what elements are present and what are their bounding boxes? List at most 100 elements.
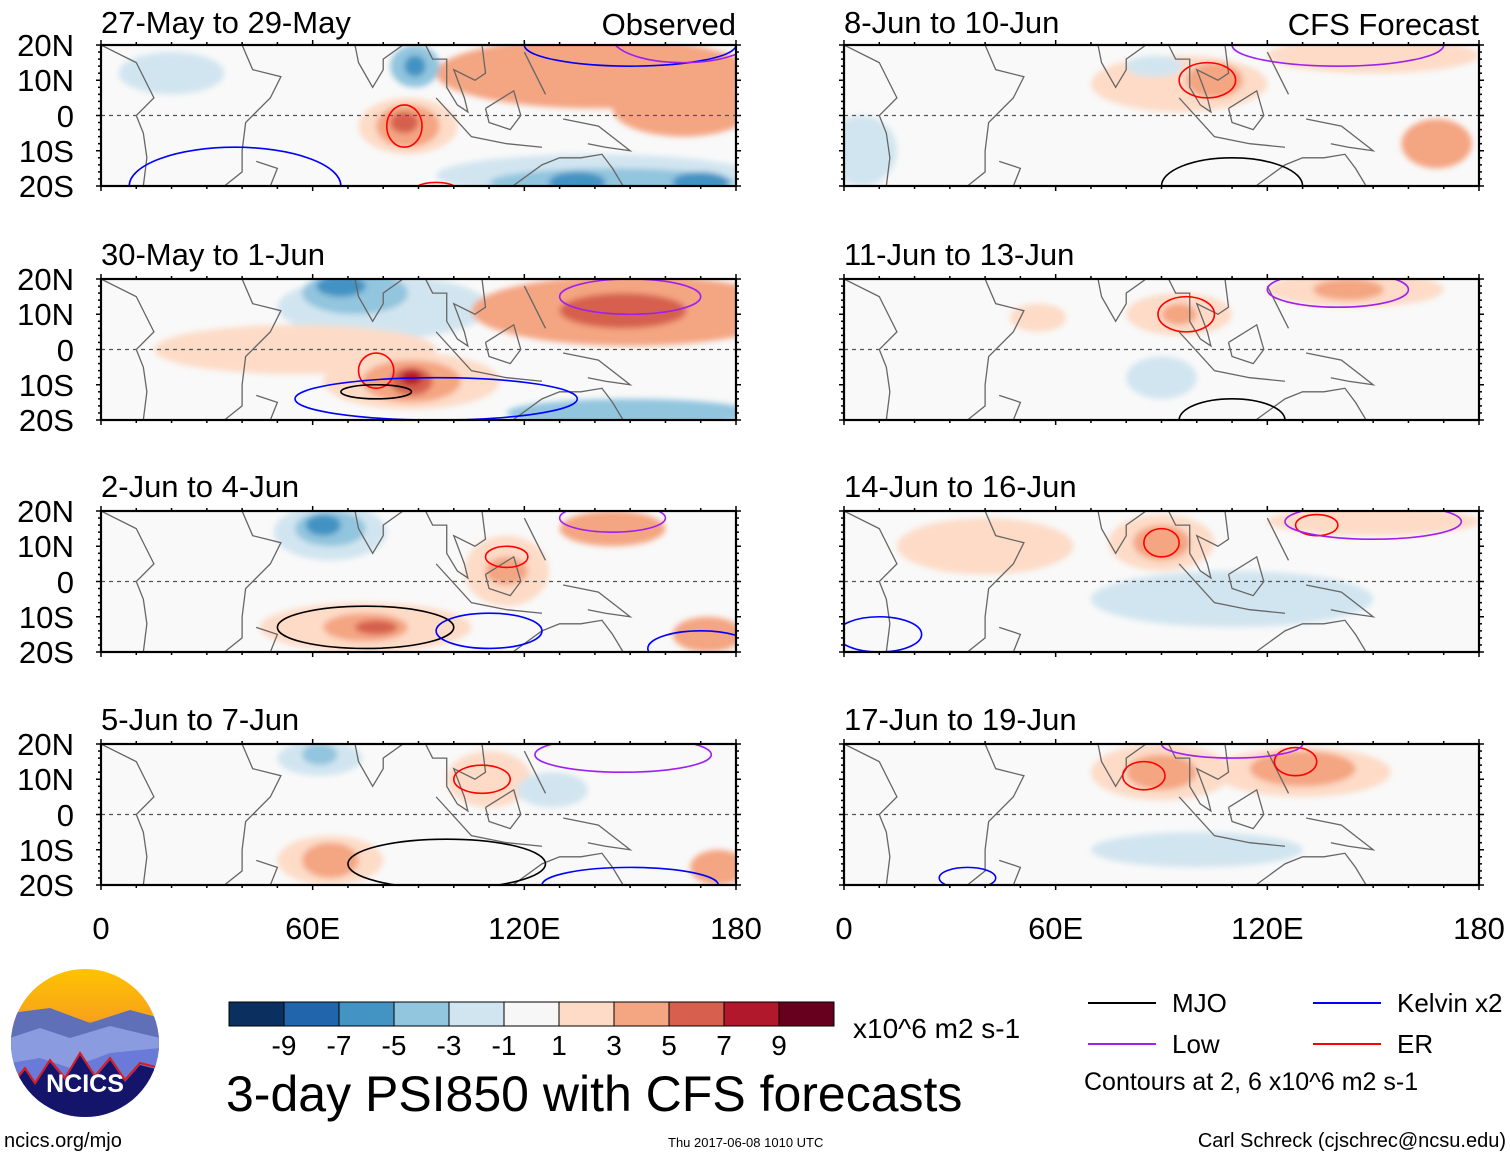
colorbar-swatch: [338, 1001, 395, 1027]
y-tick-label: 10S: [18, 832, 74, 868]
colorbar-swatch: [613, 1001, 670, 1027]
colorbar-swatch: [778, 1001, 835, 1027]
colorbar-label: -9: [272, 1030, 297, 1061]
y-tick-label: 10N: [17, 762, 74, 798]
anomaly-region: [1267, 511, 1479, 536]
map-panel: [839, 40, 1484, 191]
coastlines: [844, 279, 1376, 420]
legend-label: Low: [1172, 1029, 1220, 1059]
y-tick-label: 10N: [17, 529, 74, 565]
y-tick-label: 10S: [18, 133, 74, 169]
legend-line-er: [1313, 1043, 1381, 1045]
anomaly-region: [672, 171, 729, 186]
y-tick-label: 10S: [18, 599, 74, 635]
er-contour: [1157, 295, 1216, 333]
colorbar-swatch: [448, 1001, 505, 1027]
coastlines: [844, 45, 1376, 186]
coastlines: [101, 744, 633, 885]
x-tick-label: 0: [92, 911, 110, 946]
anomaly-region: [672, 616, 736, 652]
ncics-logo: NCICS: [11, 969, 159, 1117]
er-contour: [1178, 61, 1237, 99]
kelvin-contour: [435, 612, 543, 650]
coastlines: [101, 511, 633, 652]
map-panel: [96, 506, 741, 657]
anomaly-region: [1090, 832, 1303, 868]
colorbar-label: 5: [661, 1030, 677, 1061]
anomaly-region: [559, 511, 666, 547]
anomaly-region: [1090, 570, 1374, 628]
colorbar-swatch: [668, 1001, 725, 1027]
legend-line-mjo: [1088, 1002, 1156, 1004]
x-tick-label: 120E: [1231, 911, 1304, 946]
legend-line-low: [1088, 1043, 1156, 1045]
er-contour: [484, 545, 529, 569]
kelvin-contour: [541, 866, 720, 885]
er-contour: [1121, 760, 1166, 791]
anomaly-region: [612, 80, 736, 137]
er-contour: [1273, 746, 1318, 777]
mjo-contour: [347, 838, 547, 885]
anomaly-region: [844, 115, 897, 186]
coastlines: [101, 279, 633, 420]
anomaly-region: [1009, 303, 1067, 332]
kelvin-contour: [844, 615, 923, 652]
anomaly-region: [1126, 55, 1183, 77]
anomaly-region: [404, 55, 426, 77]
y-tick-label: 20N: [17, 494, 74, 529]
mjo-contour: [1160, 157, 1304, 186]
group-label-observed: Observed: [601, 7, 736, 42]
panel-title: 30-May to 1-Jun: [101, 237, 325, 272]
colorbar-swatch: [503, 1001, 560, 1027]
low-contour: [1284, 511, 1463, 540]
mjo-contour: [276, 605, 455, 650]
anomaly-region: [506, 398, 736, 420]
panel-title: 11-Jun to 13-Jun: [844, 237, 1075, 272]
colorbar-label: 9: [771, 1030, 787, 1061]
y-tick-label: 0: [56, 332, 74, 368]
y-tick-label: 20N: [17, 727, 74, 762]
anomaly-region: [446, 751, 532, 808]
y-tick-label: 20S: [18, 635, 74, 670]
er-contour: [452, 764, 512, 795]
anomaly-region: [1161, 303, 1197, 325]
er-contour: [385, 104, 423, 149]
panel-title: 8-Jun to 10-Jun: [844, 5, 1060, 40]
coastlines: [101, 45, 633, 186]
anomaly-region: [1249, 751, 1356, 787]
colorbar: -9 -7 -5 -3 -1 1 3 5 7 9: [228, 1001, 835, 1061]
colorbar-swatch: [228, 1001, 285, 1027]
anomaly-region: [302, 744, 338, 766]
anomaly-region: [485, 556, 528, 586]
map-panel: [839, 506, 1484, 657]
low-contour: [614, 45, 736, 64]
anomaly-region: [1186, 62, 1243, 98]
anomaly-region: [390, 111, 419, 134]
legend-line-kelvin: [1313, 1002, 1381, 1004]
anomaly-region: [1133, 525, 1190, 561]
map-panel: [96, 40, 741, 191]
map-panel: [839, 274, 1484, 425]
colorbar-swatch: [558, 1001, 615, 1027]
low-contour: [558, 511, 667, 533]
kelvin-contour: [523, 45, 736, 67]
y-tick-label: 10N: [17, 63, 74, 99]
x-tick-label: 60E: [1028, 911, 1084, 946]
er-contour: [415, 181, 457, 186]
coastlines: [844, 744, 1376, 885]
y-tick-label: 20S: [18, 403, 74, 438]
kelvin-contour: [647, 630, 736, 652]
y-tick-label: 20N: [17, 262, 74, 297]
panel-title: 5-Jun to 7-Jun: [101, 702, 300, 737]
anomaly-region: [305, 514, 341, 536]
footer-url[interactable]: ncics.org/mjo: [4, 1130, 122, 1152]
anomaly-region: [118, 52, 225, 95]
units-label: x10^6 m2 s-1: [853, 1013, 1021, 1044]
colorbar-swatch: [723, 1001, 780, 1027]
low-contour: [534, 744, 713, 773]
x-tick-label: 180: [710, 911, 762, 946]
figure-title: 3-day PSI850 with CFS forecasts: [226, 1066, 963, 1122]
x-tick-label: 60E: [285, 911, 341, 946]
y-tick-label: 0: [56, 797, 74, 833]
map-panel: [96, 274, 741, 425]
